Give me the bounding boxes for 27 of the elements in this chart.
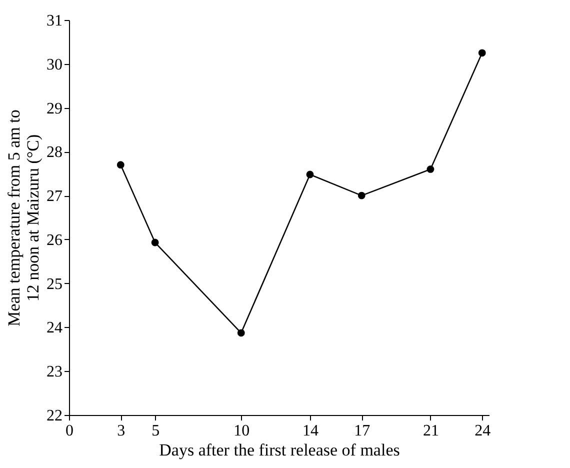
point xyxy=(426,166,434,173)
point xyxy=(116,161,124,169)
x-tick-label: 14 xyxy=(302,422,318,440)
y-tick-label: 28 xyxy=(46,144,62,162)
y-tick-label: 30 xyxy=(46,56,62,74)
y-tick-label: 25 xyxy=(46,276,62,293)
y-tick-label: 23 xyxy=(46,364,62,381)
point xyxy=(237,329,245,337)
point xyxy=(306,170,314,178)
x-tick-label: 24 xyxy=(474,422,491,440)
x-tick-label: 17 xyxy=(354,422,370,440)
x-tick-label: 21 xyxy=(422,422,439,440)
point xyxy=(358,192,366,200)
y-tick-label: 26 xyxy=(46,232,62,249)
x-tick-label: 3 xyxy=(117,422,126,440)
y-tick-label: 22 xyxy=(46,408,62,424)
y-tick-label: 27 xyxy=(46,188,62,206)
x-axis-title: Days after the first release of males xyxy=(159,440,400,460)
y-axis-title: Mean temperature from 5 am to 12 noon at Maizuru (°C) xyxy=(4,110,42,326)
y-tick-label: 31 xyxy=(46,12,62,30)
y-tick-label: 24 xyxy=(46,320,62,337)
point xyxy=(478,49,486,57)
y-tick-label: 29 xyxy=(46,100,62,118)
x-tick-label: 10 xyxy=(234,422,250,440)
point xyxy=(151,238,159,246)
x-tick-label: 0 xyxy=(66,422,74,440)
x-tick-label: 5 xyxy=(152,422,160,440)
